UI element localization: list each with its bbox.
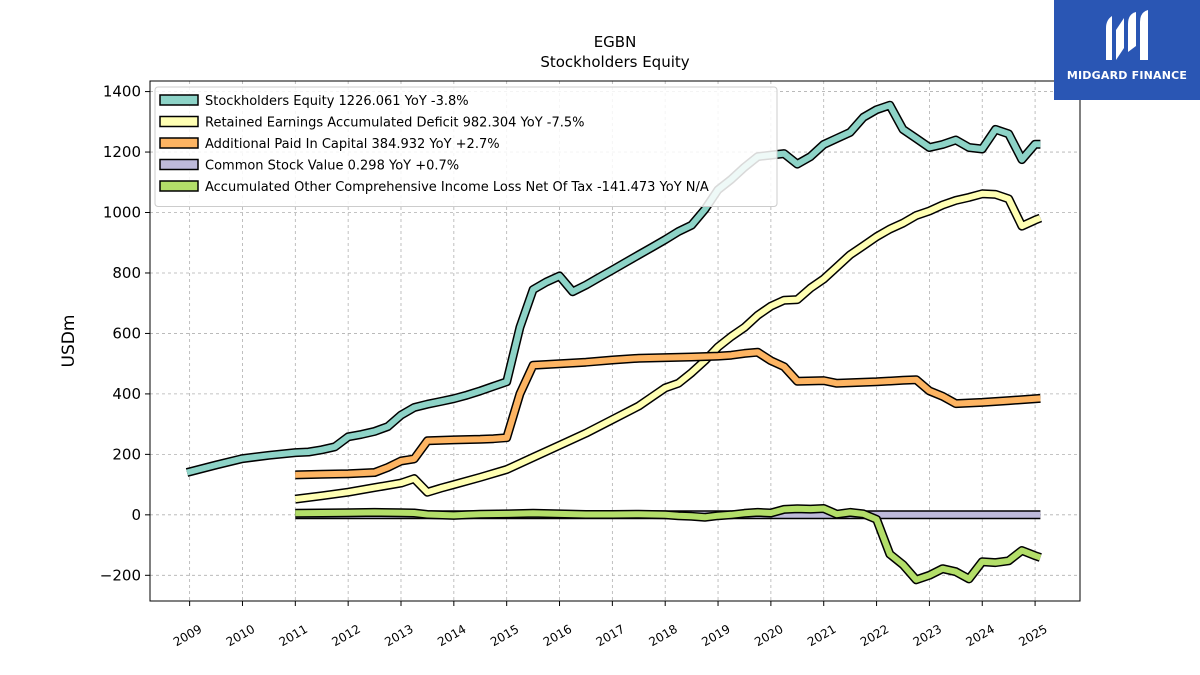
series-0-line xyxy=(186,102,1041,476)
chart-title: EGBN xyxy=(593,33,637,51)
y-tick-label: 1000 xyxy=(103,204,141,222)
y-axis-label: USDm xyxy=(59,315,79,368)
x-tick-label: 2015 xyxy=(488,622,521,649)
x-tick-label: 2010 xyxy=(224,622,257,649)
legend: Stockholders Equity 1226.061 YoY -3.8% Re… xyxy=(154,86,778,207)
y-tick-label: 1400 xyxy=(103,83,141,101)
x-tick-label: 2024 xyxy=(964,622,997,649)
x-tick-label: 2019 xyxy=(699,622,732,649)
series-4-line xyxy=(295,505,1042,583)
x-tick-label: 2018 xyxy=(646,622,679,649)
y-tick-label: 200 xyxy=(112,445,141,463)
x-tick-label: 2022 xyxy=(858,622,891,649)
legend-swatch xyxy=(159,94,199,106)
x-tick-label: 2017 xyxy=(594,622,627,649)
x-tick-label: 2013 xyxy=(382,622,415,649)
legend-swatch xyxy=(159,115,199,128)
legend-label: Additional Paid In Capital 384.932 YoY +… xyxy=(205,137,500,152)
series-1-line xyxy=(294,190,1042,503)
legend-box xyxy=(154,86,778,207)
x-tick-label: 2009 xyxy=(171,622,204,649)
midgard-finance-logo: MIDGARD FINANCE xyxy=(1054,0,1200,100)
x-tick-label: 2020 xyxy=(752,622,785,649)
plot-frame xyxy=(149,80,1081,602)
x-tick-label: 2014 xyxy=(435,622,468,649)
y-tick-label: 600 xyxy=(112,324,141,342)
y-tick-label: 400 xyxy=(112,385,141,403)
x-tick-label: 2021 xyxy=(805,622,838,649)
x-tick-label: 2012 xyxy=(329,622,362,649)
y-tick-label: 0 xyxy=(131,506,141,524)
midgard-logo-icon xyxy=(1106,10,1148,60)
legend-swatch xyxy=(159,137,199,149)
x-axis: 2009 2010 2011 2012 2013 2014 2015 2016 2017 2018… xyxy=(171,601,1050,649)
legend-swatch xyxy=(159,158,199,171)
y-tick-label: 800 xyxy=(112,264,141,282)
x-tick-label: 2025 xyxy=(1016,622,1049,649)
y-tick-label: −200 xyxy=(100,566,141,584)
legend-swatch xyxy=(159,180,199,192)
series-lines xyxy=(185,100,1043,585)
chart-subtitle: Stockholders Equity xyxy=(540,53,690,71)
y-tick-label: 1200 xyxy=(103,143,141,161)
x-tick-label: 2011 xyxy=(277,622,310,649)
x-tick-label: 2016 xyxy=(541,622,574,649)
series-2-line xyxy=(295,349,1041,478)
y-axis: −200 0 200 400 600 800 1000 1200 1400 xyxy=(100,83,150,584)
legend-label: Accumulated Other Comprehensive Income L… xyxy=(205,180,709,195)
x-tick-label: 2023 xyxy=(911,622,944,649)
legend-label: Common Stock Value 0.298 YoY +0.7% xyxy=(205,159,459,174)
legend-label: Stockholders Equity 1226.061 YoY -3.8% xyxy=(205,94,469,109)
logo-text: MIDGARD FINANCE xyxy=(1066,69,1188,82)
legend-label: Retained Earnings Accumulated Deficit 98… xyxy=(205,116,584,131)
